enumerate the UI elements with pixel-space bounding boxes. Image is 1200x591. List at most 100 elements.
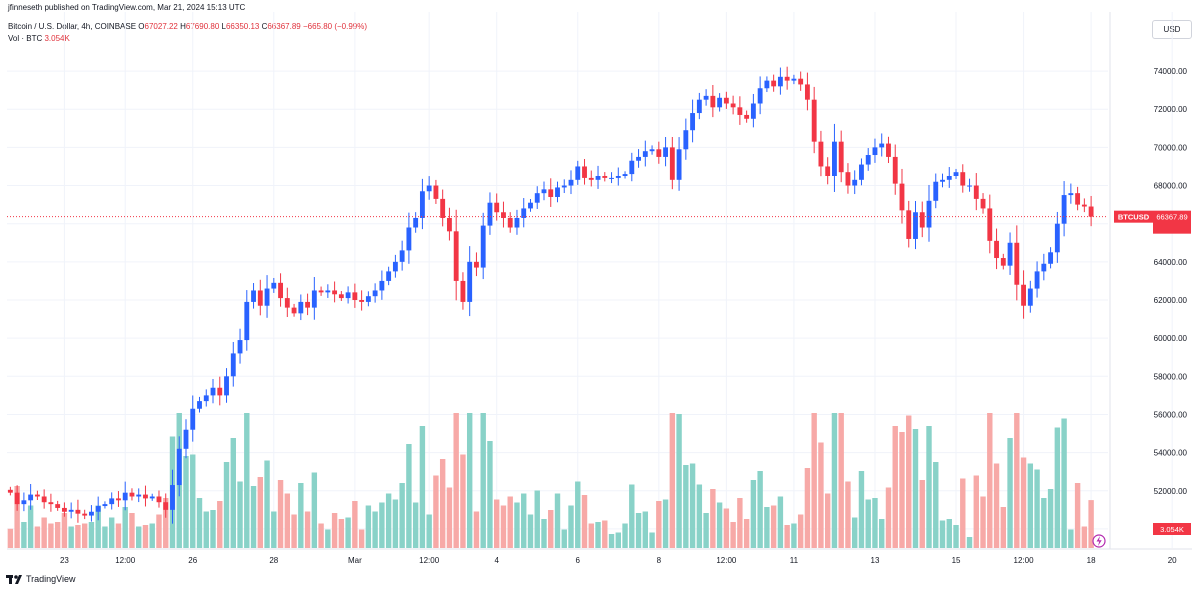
candle-body [116, 498, 121, 501]
candle-body [392, 261, 398, 272]
volume-bar [1034, 469, 1040, 548]
candle-body [284, 298, 290, 308]
candle-body [372, 290, 378, 297]
candle-body [642, 151, 648, 157]
volume-bar [750, 480, 757, 548]
x-tick-label: 12:00 [419, 556, 440, 565]
candle-body [305, 301, 311, 308]
volume-bar [244, 413, 250, 548]
volume-bar [203, 511, 209, 548]
candle-body [89, 511, 94, 516]
y-tick-label: 68000.00 [1154, 182, 1188, 191]
volume-bar [1047, 489, 1054, 548]
volume-bar [629, 484, 635, 548]
volume-bar [27, 505, 34, 548]
candle-body [82, 513, 88, 516]
candle-body [487, 202, 493, 226]
volume-bar [683, 465, 689, 548]
candle-body [582, 166, 587, 178]
candle-body [514, 217, 520, 228]
candle-body [480, 225, 486, 268]
volume-bar [635, 513, 642, 548]
candle-body [1027, 288, 1033, 306]
volume-bar [250, 486, 257, 548]
volume-bar [703, 513, 709, 548]
candle-body [892, 156, 898, 184]
candle-body [946, 176, 952, 180]
symbol-title[interactable]: Bitcoin / U.S. Dollar, 4h, COINBASE [8, 22, 137, 31]
candle-body [251, 290, 256, 302]
volume-bar [190, 454, 196, 548]
candle-body [899, 183, 905, 211]
candle-body [879, 143, 885, 148]
candle-body [615, 176, 621, 178]
open-value: 67027.22 [144, 22, 178, 31]
volume-bar [521, 493, 527, 548]
candle-body [845, 172, 851, 186]
publisher-line: jfinneseth published on TradingView.com,… [8, 3, 246, 12]
volume-bar [872, 498, 878, 548]
candle-body [28, 494, 34, 501]
volume-bar [912, 429, 919, 548]
volume-bar [588, 523, 594, 548]
volume-bar [412, 502, 419, 548]
volume-bar [1068, 529, 1074, 548]
volume-bar [548, 510, 554, 548]
volume-bar [439, 459, 446, 548]
volume-bar [338, 519, 345, 548]
candle-body [852, 179, 858, 186]
candle-body [14, 492, 20, 505]
candle-body [325, 290, 331, 293]
volume-label[interactable]: Vol · BTC [8, 34, 43, 43]
volume-bar [149, 523, 155, 548]
candle-body [622, 174, 628, 176]
volume-bar [534, 490, 540, 548]
tradingview-label: TradingView [26, 574, 76, 584]
x-tick-label: 26 [188, 556, 197, 565]
y-tick-label: 54000.00 [1154, 449, 1188, 458]
high-label: H [180, 22, 186, 31]
candle-body [649, 149, 655, 152]
volume-bar [237, 481, 243, 548]
volume-bar [852, 517, 858, 548]
candle-body [156, 496, 162, 503]
volume-bar [1007, 438, 1013, 548]
volume-bar [642, 511, 649, 548]
x-tick-label: 6 [576, 556, 581, 565]
volume-bar [156, 514, 162, 548]
candle-body [777, 76, 783, 87]
volume-bar [331, 513, 338, 548]
volume-bar [568, 505, 574, 548]
candle-body [129, 492, 135, 497]
candle-body [859, 164, 864, 180]
close-value: 66367.89 [267, 22, 301, 31]
x-tick-label: 11 [790, 556, 799, 565]
volume-bar [433, 475, 439, 548]
candle-body [973, 185, 979, 199]
candle-body [723, 97, 729, 104]
volume-bar [939, 520, 946, 548]
volume-bar [480, 413, 486, 548]
volume-bar [61, 513, 68, 548]
candle-body [757, 88, 763, 104]
volume-bar [831, 413, 838, 548]
candle-body [460, 280, 466, 302]
candle-body [1048, 252, 1054, 264]
volume-bar [933, 462, 939, 548]
volume-bar [352, 501, 358, 548]
candle-body [832, 141, 837, 176]
candle-body [764, 80, 770, 89]
volume-bar [54, 522, 61, 548]
volume-bar [514, 502, 520, 548]
candle-body [143, 494, 148, 499]
volume-bar [473, 511, 480, 548]
volume-bar [723, 508, 730, 548]
candle-body [399, 250, 405, 262]
tradingview-logo-icon [6, 574, 22, 584]
tradingview-brand[interactable]: TradingView [6, 574, 76, 584]
candle-body [555, 187, 560, 197]
candle-body [311, 290, 317, 308]
candle-body [170, 485, 175, 510]
volume-bar [68, 526, 74, 548]
